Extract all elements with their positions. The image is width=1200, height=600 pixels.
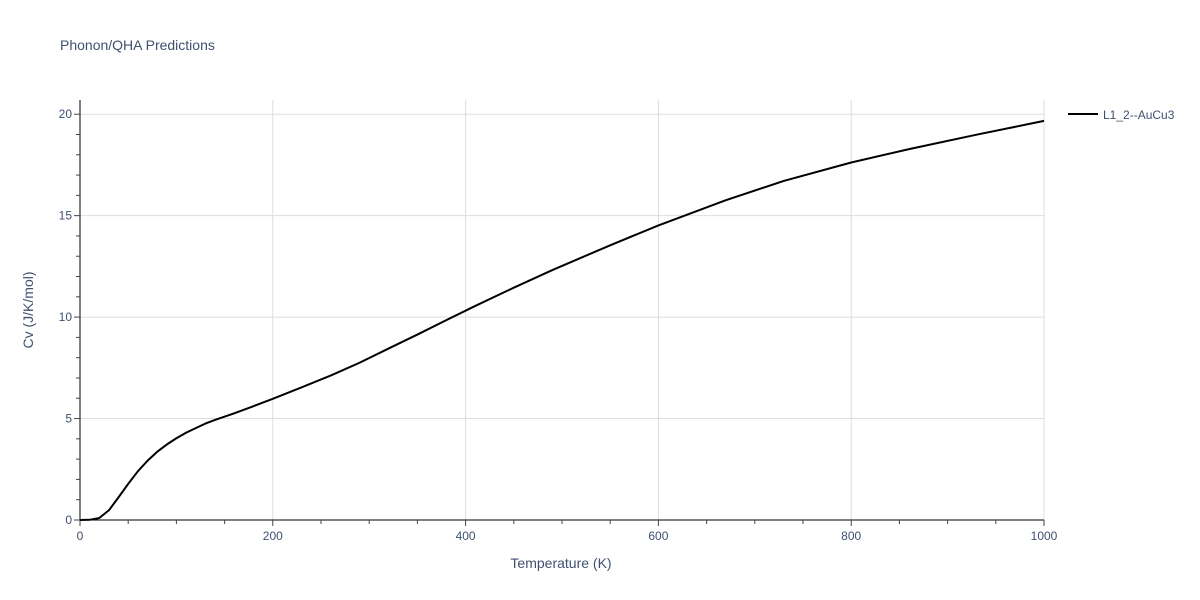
x-tick-label: 200 <box>263 529 283 543</box>
y-axis-ticks: 0 5 10 15 20 <box>59 107 80 527</box>
x-tick-label: 400 <box>456 529 476 543</box>
legend-item-label: L1_2--AuCu3 <box>1103 108 1175 122</box>
x-axis-label: Temperature (K) <box>510 555 611 571</box>
x-tick-label: 1000 <box>1031 529 1058 543</box>
gridlines <box>80 100 1045 520</box>
x-tick-label: 800 <box>841 529 861 543</box>
y-tick-label: 5 <box>65 412 72 426</box>
legend[interactable]: L1_2--AuCu3 <box>1068 108 1175 122</box>
x-axis-ticks: 0 200 400 600 800 1000 <box>77 520 1058 543</box>
y-axis-label: Cv (J/K/mol) <box>20 272 36 349</box>
y-tick-label: 10 <box>59 310 73 324</box>
y-tick-label: 15 <box>59 209 73 223</box>
y-tick-label: 0 <box>65 513 72 527</box>
chart-title: Phonon/QHA Predictions <box>60 37 215 53</box>
x-tick-label: 0 <box>77 529 84 543</box>
series-layer <box>79 119 1045 521</box>
y-tick-label: 20 <box>59 107 73 121</box>
x-tick-label: 600 <box>648 529 668 543</box>
series-line <box>79 119 1045 521</box>
axes <box>79 100 1044 521</box>
